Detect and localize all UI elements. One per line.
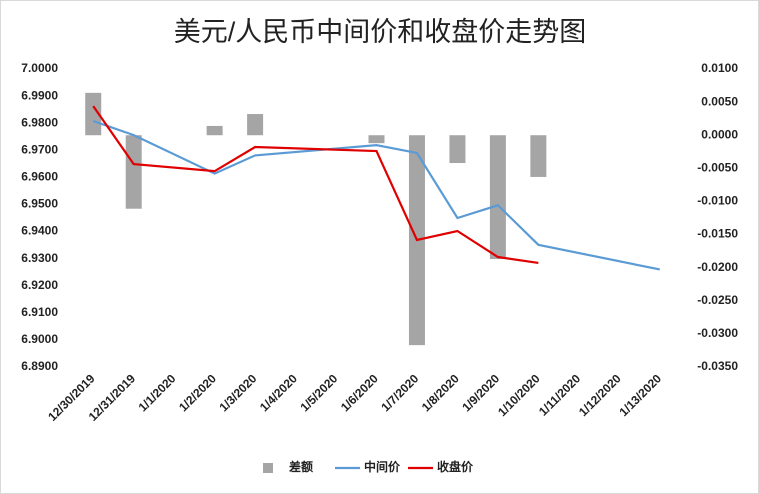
y-tick-label: 7.0000 [21,61,58,75]
bar [125,135,142,209]
y2-tick-label: 0.0100 [701,61,738,75]
y2-tick-label: -0.0100 [697,194,738,208]
y2-tick-label: -0.0300 [697,326,738,340]
legend-label: 收盘价 [437,459,474,474]
y2-tick-label: -0.0350 [697,359,738,373]
y2-tick-label: -0.0200 [697,260,738,274]
bar [449,135,466,164]
bar [489,135,506,260]
line [92,119,660,271]
bar [368,135,385,144]
y-tick-label: 6.9000 [21,332,58,346]
bar [247,114,264,136]
y-tick-label: 6.9900 [21,88,58,102]
legend-label: 中间价 [364,459,401,474]
y-tick-label: 6.9400 [21,224,58,238]
y-tick-label: 6.9700 [21,142,58,156]
line [92,105,539,265]
y-tick-label: 6.9100 [21,305,58,319]
bar [85,92,102,136]
y2-tick-label: 0.0000 [701,127,738,141]
y-tick-label: 6.9800 [21,115,58,129]
y2-tick-label: -0.0050 [697,161,738,175]
y2-tick-label: -0.0250 [697,293,738,307]
y-tick-label: 6.9200 [21,278,58,292]
y-tick-label: 6.9600 [21,170,58,184]
y-tick-label: 6.8900 [21,359,58,373]
legend-swatch [263,463,273,473]
bar [206,125,223,136]
y2-tick-label: -0.0150 [697,227,738,241]
y-tick-label: 6.9300 [21,251,58,265]
legend-label: 差额 [288,459,313,474]
y2-tick-label: 0.0050 [701,94,738,108]
bar [530,135,547,177]
chart-title: 美元/人民币中间价和收盘价走势图 [174,17,587,47]
y-tick-label: 6.9500 [21,197,58,211]
